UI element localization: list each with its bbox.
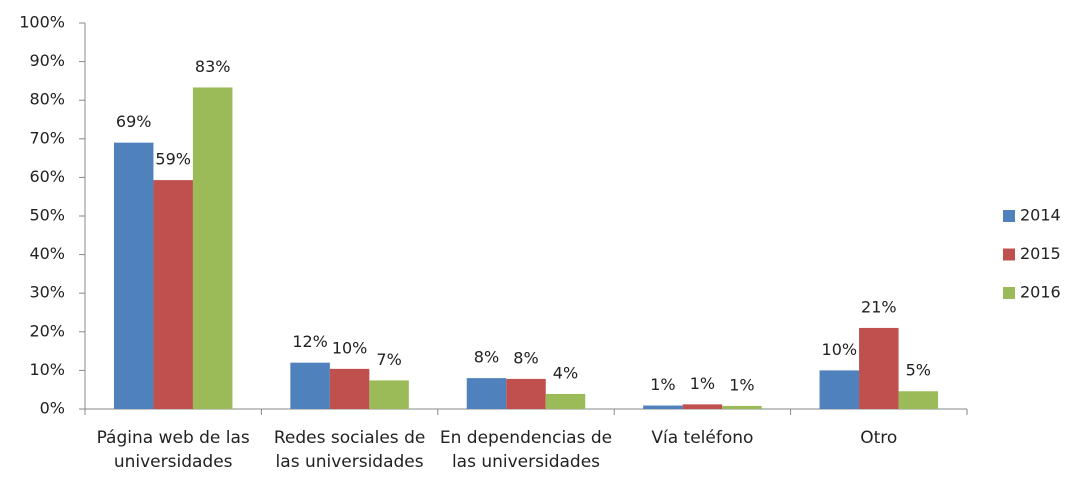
data-label: 59% — [155, 150, 191, 169]
y-tick-label: 30% — [29, 283, 65, 302]
data-label: 1% — [729, 375, 754, 394]
data-label: 5% — [906, 361, 931, 380]
bar — [682, 404, 723, 409]
legend-swatch — [1003, 248, 1015, 261]
y-tick-label: 10% — [29, 360, 65, 379]
bar — [506, 378, 546, 409]
bar — [329, 368, 370, 409]
bar — [290, 362, 330, 409]
legend-label: 2016 — [1020, 283, 1061, 302]
data-label: 83% — [195, 57, 231, 76]
y-tick-label: 90% — [29, 51, 65, 70]
bar — [466, 378, 507, 409]
bar — [859, 327, 899, 409]
data-label: 8% — [474, 348, 499, 367]
x-tick-label: En dependencias de las universidades — [439, 428, 613, 472]
bar — [722, 405, 762, 409]
legend-swatch — [1003, 210, 1015, 222]
bar — [545, 393, 586, 409]
data-label: 7% — [376, 350, 401, 369]
bar — [898, 391, 939, 409]
legend-label: 2014 — [1020, 206, 1061, 225]
y-tick-label: 0% — [40, 399, 65, 418]
y-tick-label: 100% — [19, 13, 65, 32]
bar — [113, 142, 154, 409]
data-label: 4% — [553, 363, 578, 382]
x-tick-label: Vía teléfono — [651, 428, 754, 448]
data-label: 12% — [292, 332, 328, 351]
y-tick-label: 20% — [29, 321, 65, 340]
bar — [192, 87, 233, 409]
y-tick-label: 60% — [29, 167, 65, 186]
data-label: 10% — [332, 338, 368, 357]
bar — [153, 180, 193, 409]
bar — [643, 405, 683, 409]
y-tick-label: 80% — [29, 90, 65, 109]
y-tick-label: 50% — [29, 206, 65, 225]
bar — [819, 370, 860, 409]
data-label: 69% — [116, 112, 152, 131]
x-tick-label: Página web de las universidades — [96, 428, 250, 472]
y-tick-label: 40% — [29, 244, 65, 263]
y-tick-label: 70% — [29, 128, 65, 147]
legend-label: 2015 — [1020, 244, 1061, 263]
data-label: 8% — [513, 348, 538, 367]
data-label: 1% — [650, 375, 675, 394]
data-label: 21% — [861, 297, 897, 316]
x-tick-label: Otro — [860, 428, 898, 448]
bar — [369, 380, 409, 409]
legend-swatch — [1003, 287, 1015, 299]
x-tick-label: Redes sociales de las universidades — [273, 428, 426, 472]
data-label: 1% — [690, 374, 715, 393]
data-label: 10% — [822, 340, 858, 359]
